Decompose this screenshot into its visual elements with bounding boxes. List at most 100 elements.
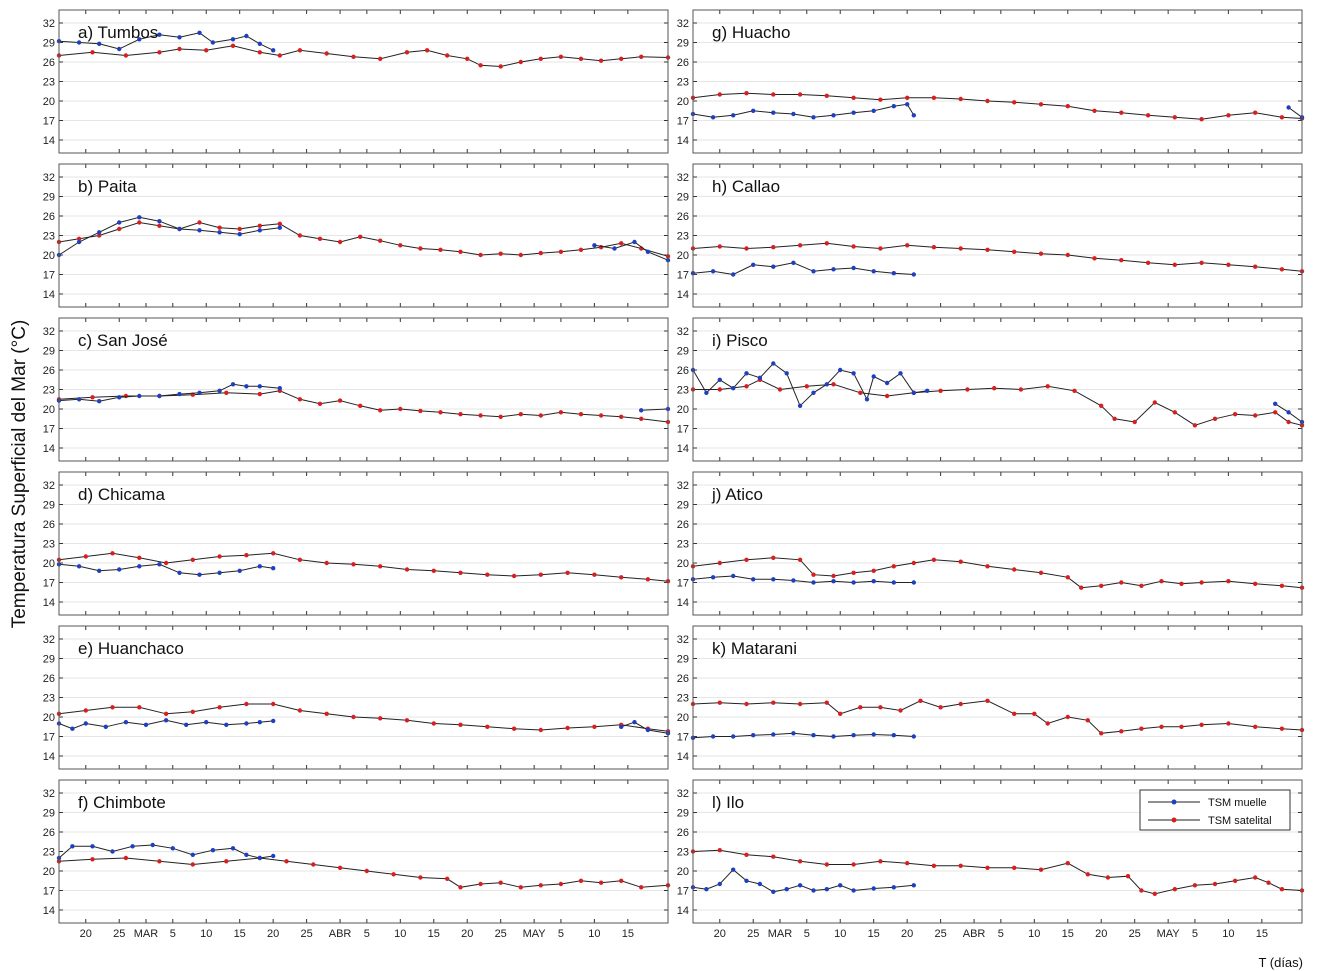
data-point-muelle (117, 395, 122, 400)
data-point-muelle (851, 580, 856, 585)
data-point-muelle (771, 577, 776, 582)
data-point-satelital (1099, 403, 1104, 408)
y-tick-label: 20 (677, 866, 689, 878)
data-point-satelital (1179, 581, 1184, 586)
data-point-satelital (485, 572, 490, 577)
x-tick-label: 5 (364, 928, 370, 940)
y-tick-label: 20 (43, 712, 55, 724)
data-point-satelital (911, 560, 916, 566)
data-point-satelital (1012, 249, 1017, 254)
data-point-satelital (558, 249, 564, 254)
data-point-satelital (1065, 104, 1071, 109)
x-tick-label: 15 (1256, 928, 1268, 940)
panel-frame (692, 317, 1303, 462)
data-point-satelital (498, 880, 503, 885)
data-point-satelital (1119, 729, 1124, 734)
data-point-satelital (1266, 880, 1271, 885)
data-point-satelital (797, 557, 803, 562)
y-tick-label: 29 (677, 654, 689, 666)
data-point-satelital (297, 557, 303, 562)
data-point-satelital (578, 412, 584, 417)
data-point-satelital (511, 726, 517, 731)
data-point-muelle (177, 570, 182, 575)
data-point-satelital (619, 575, 624, 580)
data-point-satelital (538, 250, 543, 256)
data-point-satelital (1012, 567, 1017, 572)
series-muelle (690, 731, 916, 740)
data-point-satelital (378, 564, 383, 569)
data-point-muelle (911, 272, 916, 277)
data-point-satelital (1226, 579, 1231, 584)
data-point-satelital (478, 881, 483, 887)
panels-group: 14 17 20 23 26 29 32 a) Tumbos 14 17 20 23 26 29 32 b) … (43, 9, 1305, 940)
y-tick-label: 20 (677, 712, 689, 724)
x-tick-label: 5 (558, 928, 564, 940)
data-point-satelital (324, 560, 329, 566)
series-line-muelle (692, 732, 914, 739)
data-point-muelle (704, 390, 709, 395)
data-point-muelle (771, 110, 776, 115)
data-point-muelle (143, 722, 149, 727)
data-point-satelital (438, 410, 443, 415)
panel-title: g) Huacho (712, 23, 790, 42)
data-point-satelital (1199, 722, 1204, 727)
data-point-satelital (578, 878, 584, 883)
data-point-satelital (257, 223, 262, 228)
y-tick-label: 17 (43, 732, 55, 744)
data-point-satelital (771, 245, 776, 250)
data-point-satelital (244, 553, 249, 558)
panel-frame (58, 779, 669, 924)
data-point-muelle (751, 262, 756, 267)
data-point-satelital (498, 414, 503, 419)
data-point-satelital (1253, 110, 1258, 115)
panel-frame (692, 779, 1303, 924)
data-point-satelital (858, 390, 863, 395)
data-point-satelital (378, 238, 383, 243)
data-point-satelital (358, 403, 363, 408)
data-point-satelital (378, 408, 383, 413)
data-point-muelle (157, 219, 162, 224)
data-point-satelital (838, 711, 843, 716)
data-point-satelital (1038, 251, 1044, 256)
data-point-muelle (271, 853, 276, 859)
y-tick-label: 14 (43, 597, 55, 609)
data-point-satelital (1232, 412, 1238, 417)
data-point-satelital (137, 220, 142, 225)
data-point-satelital (958, 559, 963, 564)
x-tick-label: 10 (200, 928, 212, 940)
data-point-muelle (891, 733, 896, 738)
data-point-satelital (297, 48, 303, 53)
data-point-muelle (851, 733, 856, 738)
data-point-satelital (558, 410, 564, 415)
legend: TSM muelle TSM satelital (1139, 789, 1291, 831)
data-point-satelital (744, 557, 749, 562)
y-tick-label: 29 (43, 38, 55, 50)
data-point-muelle (811, 269, 816, 274)
series-line-muelle (58, 216, 280, 256)
data-point-satelital (851, 570, 856, 575)
data-point-satelital (237, 226, 242, 232)
data-point-satelital (110, 705, 115, 710)
data-point-satelital (1199, 117, 1204, 122)
data-point-muelle (791, 578, 796, 583)
panel-title: k) Matarani (712, 639, 797, 658)
data-point-satelital (518, 885, 523, 890)
data-point-muelle (76, 40, 82, 45)
data-point-satelital (717, 560, 722, 566)
data-point-satelital (797, 243, 803, 248)
data-point-satelital (230, 43, 236, 48)
data-point-satelital (558, 54, 564, 59)
y-tick-label: 26 (43, 673, 55, 685)
data-point-muelle (271, 566, 276, 571)
y-tick-label: 32 (677, 788, 689, 800)
panel-9: 14 17 20 23 26 29 32 i) Pisco (677, 317, 1305, 462)
data-point-muelle (731, 867, 736, 872)
data-point-satelital (398, 243, 403, 248)
panel-frame (692, 471, 1303, 616)
panel-title: b) Paita (78, 177, 137, 196)
data-point-satelital (90, 50, 95, 55)
data-point-satelital (1159, 579, 1164, 584)
y-tick-label: 14 (677, 135, 689, 147)
series-line-satelital (692, 242, 1303, 272)
